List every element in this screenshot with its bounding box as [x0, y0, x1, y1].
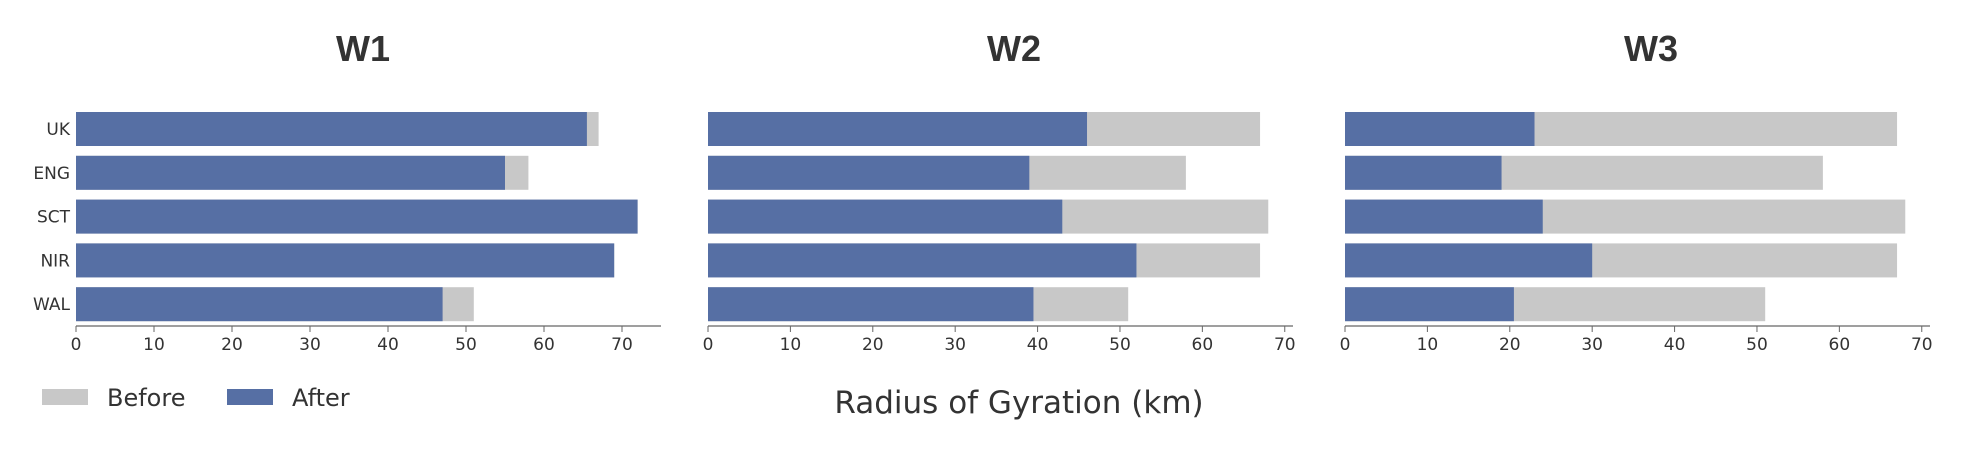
bar-after-nir	[1345, 243, 1593, 278]
x-tick-label: 70	[611, 335, 633, 355]
panel-w3: W3 0 10 20 30 40 50 60 70	[1340, 28, 1933, 355]
x-tick-label: 40	[377, 335, 399, 355]
bar-after-uk	[76, 112, 587, 146]
bar-group	[708, 112, 1269, 322]
legend-label-before: Before	[107, 384, 185, 412]
category-label-group: UK ENG SCT NIR WAL	[33, 120, 71, 315]
x-tick-label: 0	[703, 335, 714, 355]
x-tick-label: 70	[1274, 335, 1296, 355]
bar-after-eng	[76, 155, 505, 190]
panel-title: W1	[336, 28, 390, 69]
x-tick-label: 40	[1027, 335, 1049, 355]
category-label: WAL	[33, 295, 71, 315]
legend-label-after: After	[292, 384, 350, 412]
bar-after-sct	[708, 199, 1063, 234]
x-tick-label: 0	[1340, 335, 1351, 355]
x-tick-label: 60	[1192, 335, 1214, 355]
x-tick-label: 20	[862, 335, 884, 355]
x-tick-label: 10	[1417, 335, 1439, 355]
x-tick-label: 10	[780, 335, 802, 355]
x-tick-label: 70	[1911, 335, 1933, 355]
panel-title: W3	[1624, 28, 1678, 69]
x-tick-label: 40	[1664, 335, 1686, 355]
x-tick-label: 60	[533, 335, 555, 355]
legend-swatch-before	[42, 389, 88, 405]
x-axis-label: Radius of Gyration (km)	[834, 385, 1203, 421]
bar-group	[76, 112, 638, 322]
x-tick-label: 50	[1109, 335, 1131, 355]
bar-after-wal	[708, 287, 1034, 322]
panel-w1: W1 0 10 20 30 40 50 60 70 UK ENG SCT NIR WAL	[33, 28, 661, 355]
legend-swatch-after	[227, 389, 273, 405]
bar-after-wal	[76, 287, 443, 322]
bar-after-sct	[1345, 199, 1543, 234]
bar-after-uk	[1345, 112, 1535, 146]
x-tick-label: 20	[221, 335, 243, 355]
x-tick-group: 0 10 20 30 40 50 60 70	[1340, 326, 1933, 355]
x-tick-group: 0 10 20 30 40 50 60 70	[71, 326, 633, 355]
x-tick-label: 10	[143, 335, 165, 355]
category-label: ENG	[33, 164, 70, 184]
panel-w2: W2 0 10 20 30 40 50 60 70	[703, 28, 1296, 355]
bar-after-eng	[708, 155, 1030, 190]
category-label: SCT	[37, 208, 71, 228]
bar-after-eng	[1345, 155, 1502, 190]
legend: Before After	[42, 384, 350, 412]
x-tick-label: 0	[71, 335, 82, 355]
panel-title: W2	[987, 28, 1041, 69]
x-tick-label: 20	[1499, 335, 1521, 355]
x-tick-group: 0 10 20 30 40 50 60 70	[703, 326, 1296, 355]
x-tick-label: 50	[455, 335, 477, 355]
x-tick-label: 60	[1829, 335, 1851, 355]
x-tick-label: 50	[1746, 335, 1768, 355]
bar-after-nir	[708, 243, 1137, 278]
bar-after-sct	[76, 199, 638, 234]
bar-after-nir	[76, 243, 615, 278]
x-tick-label: 30	[1581, 335, 1603, 355]
bar-after-wal	[1345, 287, 1514, 322]
x-tick-label: 30	[299, 335, 321, 355]
category-label: UK	[46, 120, 70, 140]
bar-group	[1345, 112, 1906, 322]
x-tick-label: 30	[944, 335, 966, 355]
bar-after-uk	[708, 112, 1088, 146]
category-label: NIR	[40, 251, 70, 271]
